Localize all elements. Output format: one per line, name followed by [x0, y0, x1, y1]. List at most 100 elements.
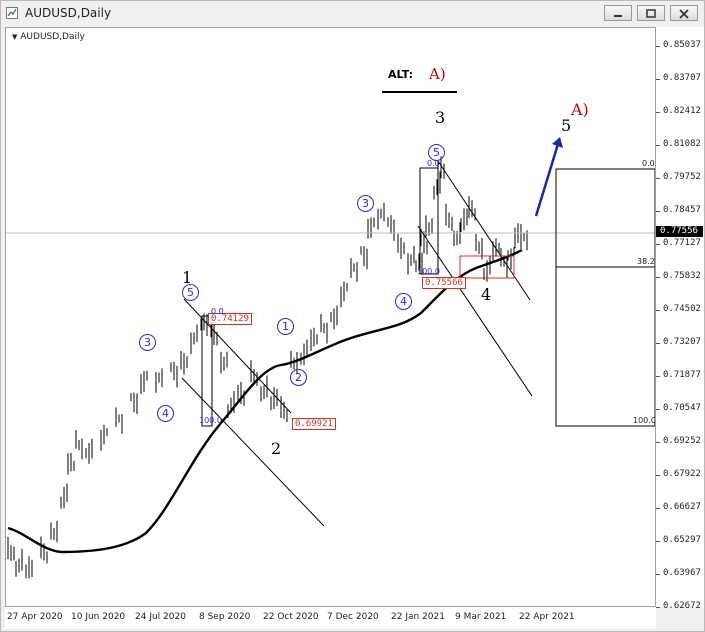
price-tick-mark: [656, 376, 660, 377]
subwave-label-5: 5: [182, 284, 199, 301]
price-tick-mark: [656, 475, 660, 476]
alt-label: ALT:: [388, 68, 414, 81]
price-tick-label: 0.69252: [663, 436, 701, 446]
price-tick-label: 0.70547: [663, 403, 701, 413]
fib-text-3: 0.0: [427, 159, 440, 168]
subwave-label-4b: 4: [395, 293, 412, 310]
wave-label-5: 5: [561, 116, 572, 135]
price-tick-mark: [656, 574, 660, 575]
price-tick-mark: [656, 79, 660, 80]
fib-range-box: [201, 315, 213, 427]
price-tick-label: 0.82412: [663, 106, 701, 116]
symbol-text: AUDUSD,Daily: [20, 32, 85, 42]
trend-channel-line: [417, 225, 533, 397]
wave-label-4: 4: [481, 285, 492, 304]
price-tick-mark: [656, 145, 660, 146]
window-title: AUDUSD,Daily: [25, 6, 112, 20]
price-tick-label: 0.62672: [663, 601, 701, 611]
projection-arrow-line: [534, 143, 560, 217]
trend-channel-line: [181, 377, 325, 527]
price-box-1: 0.74129: [208, 313, 252, 325]
price-tick-label: 0.63967: [663, 568, 701, 578]
price-tick-mark: [656, 343, 660, 344]
price-tick-mark: [656, 46, 660, 47]
fib-range-box: [419, 167, 439, 275]
restore-icon: [646, 9, 656, 18]
price-tick-label: 0.71877: [663, 370, 701, 380]
fib-text-5: 0.0: [642, 159, 655, 168]
close-button[interactable]: [670, 5, 698, 21]
minimize-icon: [614, 15, 622, 17]
price-axis[interactable]: 0.77556 0.85037 0.83707 0.82412 0.81082 0.79…: [656, 27, 704, 611]
title-bar[interactable]: AUDUSD,Daily: [1, 1, 705, 27]
subwave-label-4: 4: [157, 405, 174, 422]
fib-text-2: 100.0: [199, 416, 222, 425]
price-tick-label: 0.66627: [663, 502, 701, 512]
symbol-label: ▼ AUDUSD,Daily: [12, 32, 85, 42]
wave-label-1: 1: [182, 268, 193, 287]
wave-label-3: 3: [435, 108, 446, 127]
fib-text-6: 38.2: [637, 257, 655, 266]
time-tick-label: 22 Apr 2021: [519, 612, 575, 622]
price-tick-mark: [656, 541, 660, 542]
fib-text-1: 0.0: [211, 307, 224, 316]
subwave-label-5b: 5: [428, 144, 445, 161]
price-tick-mark: [656, 310, 660, 311]
projection-arrow-head: [552, 137, 563, 148]
price-tick-label: 0.78457: [663, 205, 701, 215]
restore-button[interactable]: [637, 5, 665, 21]
fib-text-4: 100.0: [417, 267, 440, 276]
minimize-button[interactable]: [604, 5, 632, 21]
time-tick-label: 27 Apr 2020: [7, 612, 63, 622]
dropdown-triangle-icon[interactable]: ▼: [12, 33, 18, 41]
time-tick-label: 7 Dec 2020: [327, 612, 379, 622]
time-tick-label: 9 Mar 2021: [455, 612, 507, 622]
price-box-2: 0.69921: [292, 418, 336, 430]
time-tick-label: 24 Jul 2020: [135, 612, 186, 622]
price-tick-label: 0.83707: [663, 73, 701, 83]
time-tick-label: 10 Jun 2020: [71, 612, 126, 622]
price-tick-label: 0.85037: [663, 40, 701, 50]
close-icon: [679, 9, 689, 19]
price-tick-mark: [656, 607, 660, 608]
trend-channel-line: [437, 160, 531, 301]
subwave-label-3b: 3: [357, 195, 374, 212]
price-box-3: 0.75566: [422, 277, 466, 289]
price-tick-label: 0.67922: [663, 469, 701, 479]
price-tick-mark: [656, 409, 660, 410]
time-tick-label: 22 Oct 2020: [263, 612, 319, 622]
price-tick-label: 0.74502: [663, 304, 701, 314]
alt-wave-label: A): [429, 65, 446, 83]
subwave-label-2: 2: [290, 369, 307, 386]
price-tick-label: 0.75832: [663, 271, 701, 281]
wave-label-a: A): [571, 100, 589, 119]
subwave-label-3: 3: [139, 334, 156, 351]
current-price-tag: 0.77556: [656, 226, 703, 237]
fib-range-box: [555, 168, 655, 427]
consolidation-box: [459, 255, 515, 279]
price-tick-mark: [656, 211, 660, 212]
time-axis[interactable]: 27 Apr 2020 10 Jun 2020 24 Jul 2020 8 Sep 2…: [5, 607, 656, 629]
time-tick-label: 8 Sep 2020: [199, 612, 251, 622]
chart-icon: [6, 7, 18, 19]
fib-text-7: 100.0: [633, 416, 656, 425]
price-tick-label: 0.65297: [663, 535, 701, 545]
price-tick-label: 0.79752: [663, 172, 701, 182]
wave-label-2: 2: [271, 439, 282, 458]
price-chart[interactable]: ▼ AUDUSD,Daily ALT: A) 1 2 3 4 5 A) 3 4 …: [5, 27, 656, 607]
price-tick-label: 0.77127: [663, 238, 701, 248]
price-tick-mark: [656, 112, 660, 113]
moving-average-line: [7, 248, 523, 554]
time-tick-label: 22 Jan 2021: [391, 612, 445, 622]
price-tick-mark: [656, 178, 660, 179]
price-tick-label: 0.73207: [663, 337, 701, 347]
price-tick-label: 0.81082: [663, 139, 701, 149]
price-tick-mark: [656, 442, 660, 443]
price-tick-mark: [656, 244, 660, 245]
subwave-label-1: 1: [277, 318, 294, 335]
price-tick-mark: [656, 508, 660, 509]
price-candles: [7, 156, 528, 579]
chart-canvas[interactable]: [6, 28, 655, 606]
price-tick-mark: [656, 277, 660, 278]
